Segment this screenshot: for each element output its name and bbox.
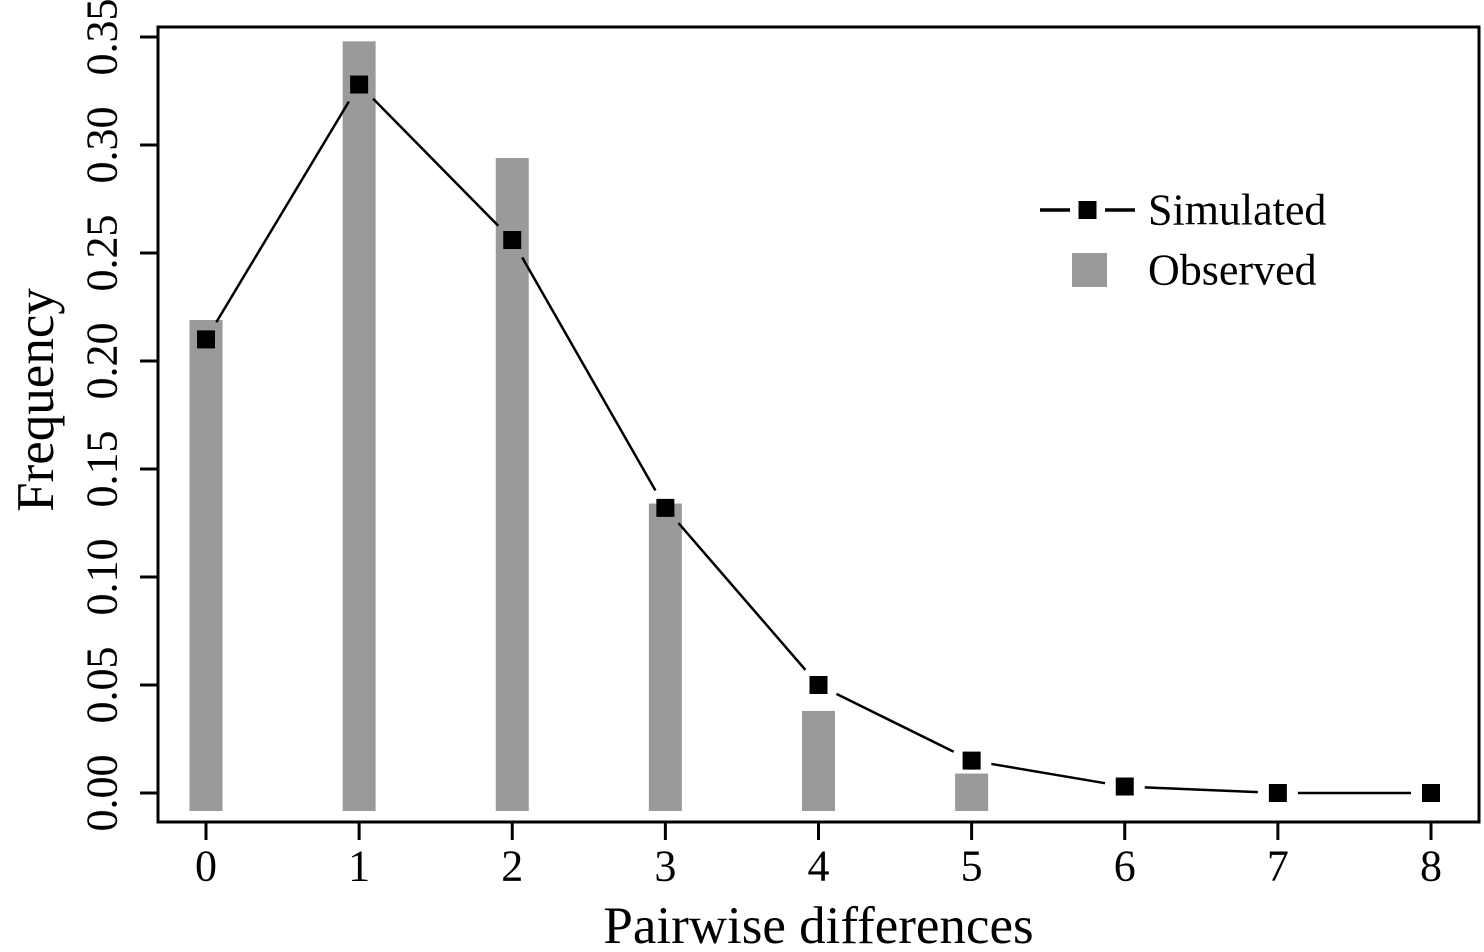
observed-bar xyxy=(955,773,989,811)
x-tick-label: 7 xyxy=(1267,842,1289,891)
y-tick-label: 0.00 xyxy=(78,755,127,832)
y-axis-title: Frequency xyxy=(7,288,65,512)
legend-simulated-label: Simulated xyxy=(1148,186,1326,235)
observed-bar xyxy=(648,503,682,811)
x-tick-label: 5 xyxy=(961,842,983,891)
simulated-line-segment xyxy=(1144,786,1258,794)
simulated-marker xyxy=(1115,777,1134,796)
x-tick-label: 0 xyxy=(195,842,217,891)
observed-bar xyxy=(189,319,223,811)
y-tick-label: 0.25 xyxy=(78,215,127,292)
y-tick-label: 0.10 xyxy=(78,539,127,616)
simulated-marker xyxy=(656,498,675,517)
y-tick-label: 0.30 xyxy=(78,107,127,184)
simulated-marker xyxy=(809,676,828,694)
x-tick-label: 4 xyxy=(808,842,830,891)
observed-bar xyxy=(802,710,835,811)
x-tick-label: 6 xyxy=(1114,842,1136,891)
legend-observed-label: Observed xyxy=(1148,246,1317,295)
simulated-line-segment xyxy=(521,256,657,492)
legend-observed-swatch xyxy=(1072,253,1107,287)
simulated-line-segment xyxy=(835,692,955,753)
y-tick-label: 0.20 xyxy=(78,323,127,400)
x-axis-title: Pairwise differences xyxy=(603,897,1033,952)
observed-bar xyxy=(495,157,529,811)
simulated-line-segment xyxy=(991,762,1106,785)
simulated-line-segment xyxy=(215,101,350,323)
simulated-marker xyxy=(962,751,981,770)
observed-bar xyxy=(342,41,376,811)
simulated-marker xyxy=(1268,784,1287,802)
simulated-line-segment xyxy=(677,522,807,671)
simulated-marker xyxy=(503,231,522,250)
x-tick-label: 1 xyxy=(348,842,370,891)
simulated-line-segment xyxy=(372,97,500,227)
x-tick-label: 3 xyxy=(654,842,676,891)
x-tick-label: 2 xyxy=(501,842,523,891)
simulated-marker xyxy=(350,75,369,94)
simulated-marker xyxy=(197,330,215,349)
legend-simulated-marker xyxy=(1078,201,1097,219)
x-tick-label: 8 xyxy=(1420,842,1442,891)
y-tick-label: 0.35 xyxy=(78,0,127,76)
simulated-marker xyxy=(1422,784,1440,802)
y-tick-label: 0.15 xyxy=(78,431,127,508)
y-tick-label: 0.05 xyxy=(78,647,127,724)
